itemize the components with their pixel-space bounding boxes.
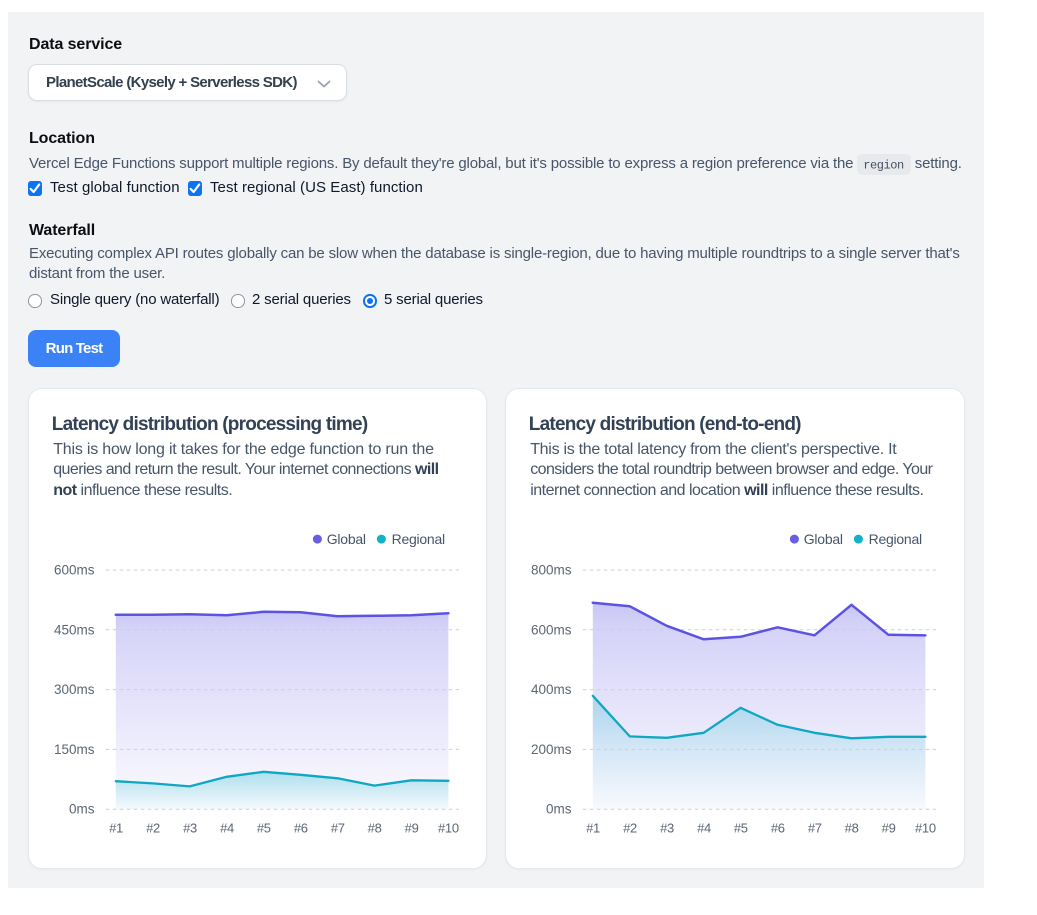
- svg-text:600ms: 600ms: [54, 563, 95, 578]
- svg-text:400ms: 400ms: [531, 682, 572, 697]
- svg-text:#4: #4: [697, 821, 711, 836]
- svg-text:#10: #10: [438, 821, 459, 836]
- svg-text:Global: Global: [327, 531, 366, 547]
- svg-text:#8: #8: [845, 821, 859, 836]
- svg-text:#2: #2: [623, 821, 637, 836]
- svg-text:#5: #5: [734, 821, 748, 836]
- svg-text:450ms: 450ms: [54, 622, 95, 637]
- svg-text:#10: #10: [915, 821, 936, 836]
- svg-text:#7: #7: [808, 821, 822, 836]
- svg-text:0ms: 0ms: [69, 802, 95, 817]
- svg-text:600ms: 600ms: [531, 622, 572, 637]
- svg-text:800ms: 800ms: [531, 563, 572, 578]
- svg-text:#4: #4: [220, 821, 234, 836]
- svg-text:#1: #1: [109, 821, 123, 836]
- svg-text:Global: Global: [804, 531, 843, 547]
- svg-text:#9: #9: [405, 821, 419, 836]
- svg-text:#3: #3: [660, 821, 674, 836]
- svg-text:150ms: 150ms: [54, 742, 95, 757]
- svg-text:Regional: Regional: [392, 531, 445, 547]
- svg-text:#5: #5: [257, 821, 271, 836]
- svg-text:#7: #7: [331, 821, 345, 836]
- svg-text:Regional: Regional: [869, 531, 922, 547]
- svg-text:0ms: 0ms: [546, 802, 572, 817]
- svg-text:#1: #1: [586, 821, 600, 836]
- svg-text:#3: #3: [183, 821, 197, 836]
- svg-text:#9: #9: [882, 821, 896, 836]
- svg-text:300ms: 300ms: [54, 682, 95, 697]
- svg-text:#2: #2: [146, 821, 160, 836]
- svg-text:#8: #8: [368, 821, 382, 836]
- svg-text:#6: #6: [771, 821, 785, 836]
- svg-text:#6: #6: [294, 821, 308, 836]
- svg-text:200ms: 200ms: [531, 742, 572, 757]
